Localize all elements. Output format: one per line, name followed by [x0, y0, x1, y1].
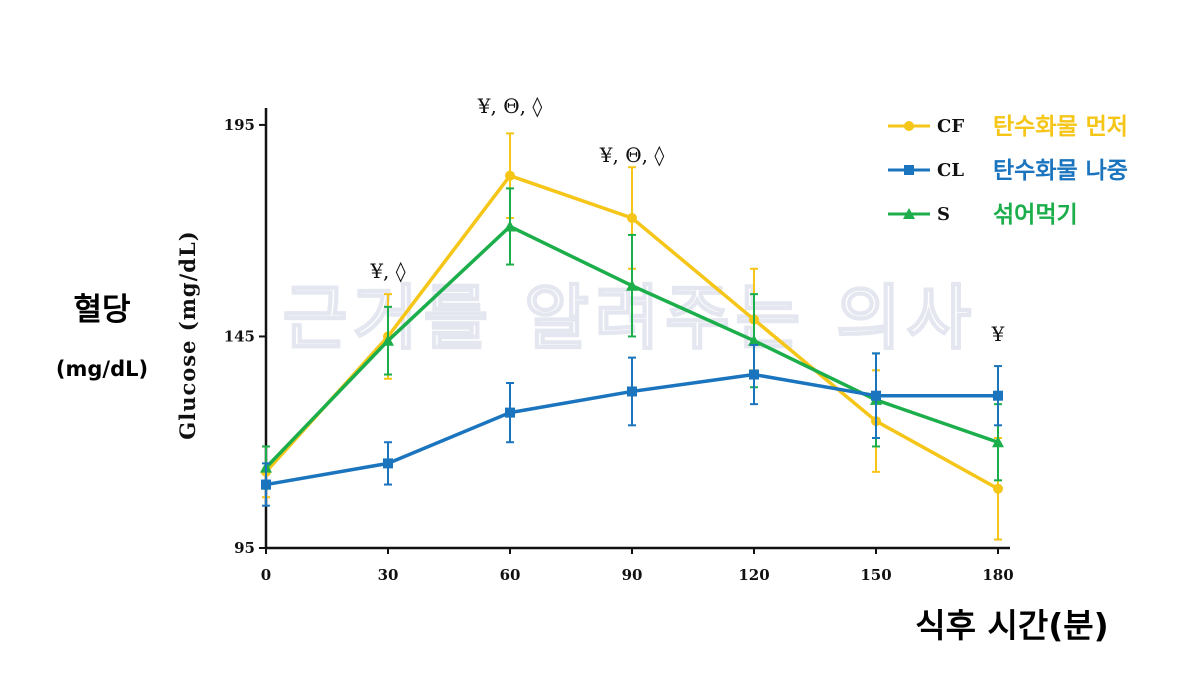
legend-marker: [904, 165, 914, 175]
x-tick-label: 120: [738, 566, 769, 584]
significance-annotation: ¥: [991, 322, 1005, 346]
data-point: [382, 334, 394, 346]
data-point: [627, 386, 637, 397]
legend-code: CF: [937, 116, 964, 137]
legend-marker: [903, 208, 915, 219]
y-tick-label: 195: [224, 116, 255, 134]
data-point: [993, 483, 1003, 494]
annotations: ¥, ◊ ¥, Θ, ◊ ¥, Θ, ◊ ¥: [369, 94, 1004, 346]
x-tick-label: 60: [500, 566, 521, 584]
y-axis-title: Glucose (mg/dL): [175, 230, 200, 439]
ticks: 95 145 195 0 30 60 90 120 150 180: [224, 116, 1014, 584]
legend-marker: [904, 121, 914, 131]
legend-item-cl: CL 탄수화물 나중: [888, 156, 1130, 187]
legend-item-s: S 섞어먹기: [888, 200, 1080, 231]
legend-code: S: [937, 204, 950, 225]
data-point: [505, 170, 515, 181]
x-tick-label: 180: [982, 566, 1013, 584]
data-point: [383, 458, 393, 469]
data-point: [748, 334, 760, 346]
legend-label-ko: 탄수화물 나중: [993, 158, 1128, 184]
x-tick-label: 0: [261, 566, 271, 584]
series-cl: [261, 343, 1003, 507]
data-point: [993, 390, 1003, 401]
significance-annotation: ¥, Θ, ◊: [477, 94, 543, 118]
x-tick-label: 90: [622, 566, 643, 584]
x-tick-label: 150: [860, 566, 891, 584]
y-tick-label: 95: [234, 539, 255, 557]
data-point: [626, 279, 638, 291]
data-point: [504, 220, 516, 232]
y-title-ko: 혈당: [73, 292, 130, 328]
legend-item-cf: CF 탄수화물 먼저: [888, 112, 1130, 143]
y-unit-ko: (mg/dL): [56, 357, 148, 381]
data-point: [505, 407, 515, 418]
data-point: [261, 479, 271, 490]
data-point: [749, 369, 759, 380]
data-point: [992, 436, 1004, 448]
x-tick-label: 30: [378, 566, 399, 584]
x-title-ko: 식후 시간(분): [915, 606, 1108, 645]
legend-code: CL: [937, 160, 964, 181]
legend-label-ko: 탄수화물 먼저: [993, 114, 1128, 140]
significance-annotation: ¥, Θ, ◊: [599, 143, 665, 167]
legend: CF 탄수화물 먼저 CL 탄수화물 나중 S 섞어먹기: [888, 112, 1130, 231]
y-tick-label: 145: [224, 327, 255, 345]
data-point: [627, 213, 637, 223]
series-layer: [260, 132, 1004, 541]
data-point: [871, 390, 881, 401]
legend-label-ko: 섞어먹기: [993, 202, 1078, 228]
significance-annotation: ¥, ◊: [369, 259, 405, 283]
